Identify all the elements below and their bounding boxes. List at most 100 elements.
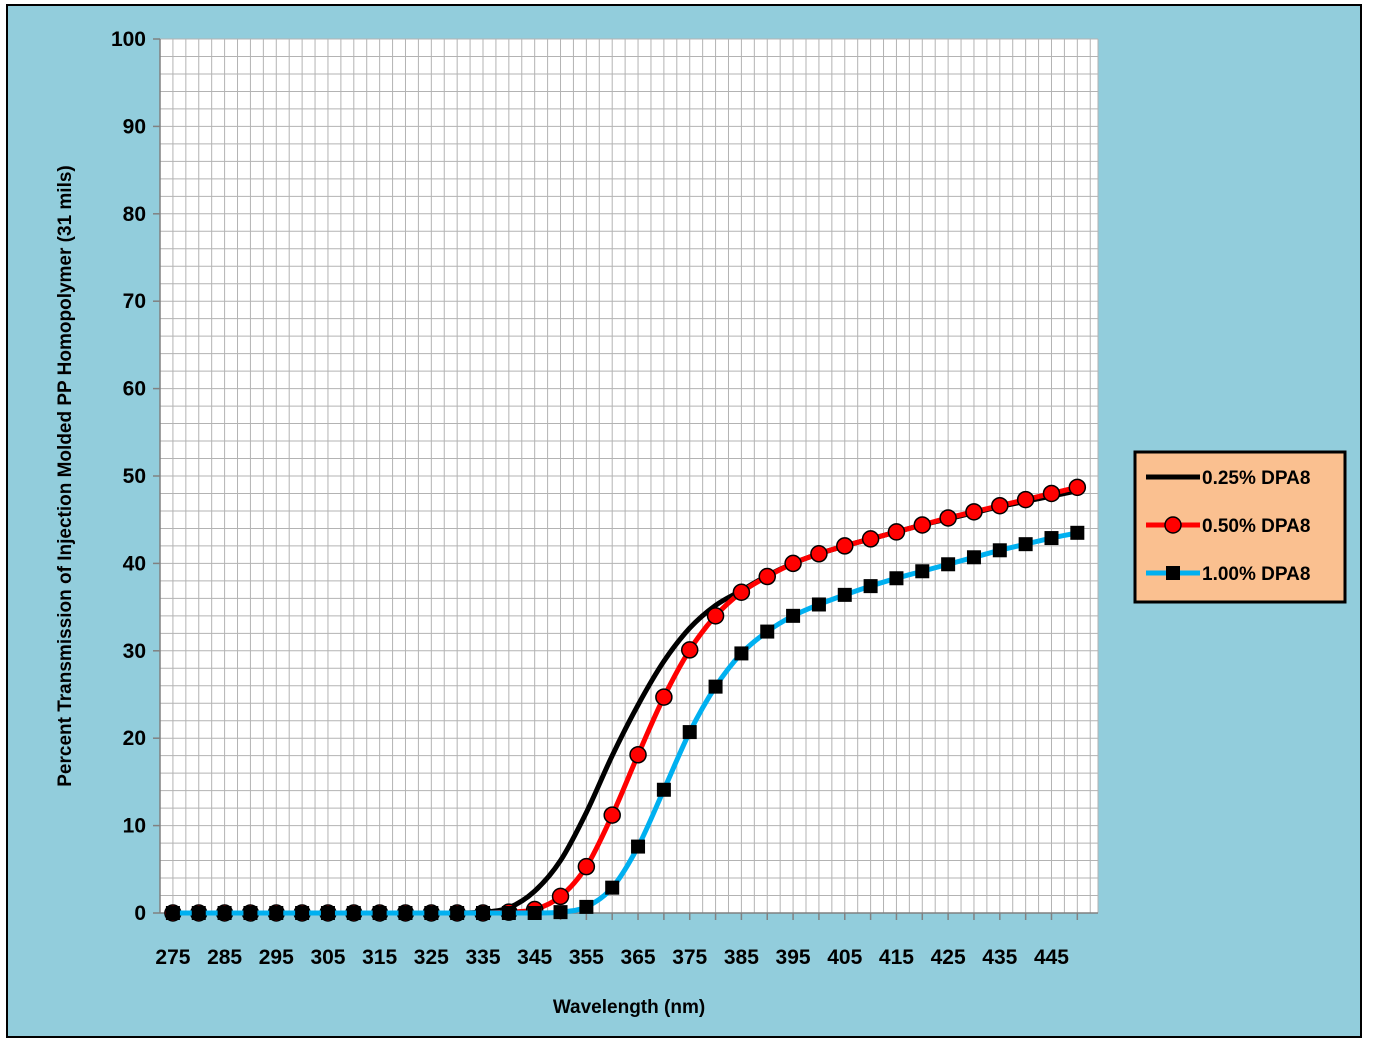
x-tick-label: 425 bbox=[931, 946, 966, 969]
data-point-circle bbox=[551, 887, 570, 906]
data-point-square bbox=[889, 571, 904, 586]
y-tick-label: 70 bbox=[123, 290, 146, 313]
x-tick-label: 395 bbox=[776, 946, 811, 969]
y-tick-labels: 0 10 20 30 40 50 60 70 80 90 100 bbox=[111, 28, 160, 925]
data-point-circle bbox=[680, 641, 699, 659]
data-point-square bbox=[837, 587, 852, 602]
data-point-square bbox=[217, 906, 232, 920]
legend-label: 0.50% DPA8 bbox=[1202, 516, 1310, 537]
data-point-square bbox=[811, 597, 826, 612]
data-point-square bbox=[346, 906, 361, 920]
data-point-square bbox=[320, 906, 335, 920]
data-point-square bbox=[191, 906, 206, 920]
x-tick-label: 445 bbox=[1034, 946, 1069, 969]
x-tick-label: 375 bbox=[672, 946, 707, 969]
x-tick-label: 345 bbox=[517, 946, 552, 969]
data-point-circle bbox=[861, 530, 880, 548]
y-tick-label: 80 bbox=[123, 203, 146, 226]
chart-area: 0 10 20 30 40 50 60 70 80 90 100 275 285 295 305 315 32… bbox=[6, 4, 1362, 1038]
data-point-square bbox=[941, 557, 956, 572]
x-tick-label: 285 bbox=[207, 946, 242, 969]
data-point-circle bbox=[655, 688, 673, 706]
x-tick-label: 315 bbox=[362, 946, 397, 969]
data-point-circle bbox=[1016, 490, 1035, 509]
data-point-square bbox=[1070, 525, 1085, 540]
y-tick-label: 50 bbox=[123, 465, 146, 488]
data-point-square bbox=[1044, 531, 1059, 546]
data-point-square bbox=[915, 564, 930, 579]
x-tick-label: 385 bbox=[724, 946, 759, 969]
data-point-circle bbox=[836, 537, 854, 555]
y-tick-label: 0 bbox=[134, 902, 146, 925]
data-point-circle bbox=[784, 554, 802, 573]
y-axis-title: Percent Transmission of Injection Molded… bbox=[55, 165, 76, 787]
x-tick-label: 365 bbox=[621, 946, 656, 969]
data-point-square bbox=[527, 906, 542, 920]
x-tick-label: 275 bbox=[155, 946, 190, 969]
data-point-circle bbox=[887, 523, 906, 541]
data-point-square bbox=[786, 608, 801, 623]
x-tick-label: 415 bbox=[879, 946, 914, 969]
data-point-circle bbox=[913, 516, 932, 534]
y-tick-label: 10 bbox=[123, 815, 146, 838]
y-tick-label: 20 bbox=[123, 727, 146, 750]
data-point-square bbox=[992, 543, 1007, 558]
data-point-circle bbox=[758, 567, 776, 586]
x-axis-title: Wavelength (nm) bbox=[553, 997, 705, 1018]
data-point-square bbox=[243, 906, 258, 920]
x-tick-labels: 275 285 295 305 315 325 335 345 355 365 375 385 395 4… bbox=[155, 913, 1079, 969]
data-point-square bbox=[165, 906, 180, 920]
line-chart: 0 10 20 30 40 50 60 70 80 90 100 275 285 295 305 315 32… bbox=[55, 28, 1347, 1018]
data-point-square bbox=[476, 906, 491, 920]
y-tick-label: 90 bbox=[123, 115, 146, 138]
data-point-circle bbox=[965, 503, 983, 521]
data-point-square bbox=[398, 906, 413, 920]
data-point-circle bbox=[577, 857, 596, 876]
series-layer bbox=[164, 478, 1087, 922]
data-point-circle bbox=[603, 806, 621, 824]
legend-marker bbox=[1166, 566, 1180, 580]
data-point-square bbox=[579, 899, 594, 914]
data-point-square bbox=[424, 906, 439, 920]
data-point-square bbox=[1018, 537, 1033, 552]
x-tick-label: 435 bbox=[982, 946, 1017, 969]
legend-label: 0.25% DPA8 bbox=[1202, 468, 1310, 489]
series-1-00-dpa8 bbox=[165, 525, 1085, 920]
legend: 0.25% DPA8 0.50% DPA8 1.00% DPA8 bbox=[1133, 450, 1347, 604]
data-point-square bbox=[631, 839, 646, 854]
data-point-square bbox=[708, 679, 723, 694]
data-point-square bbox=[863, 579, 878, 594]
data-point-square bbox=[450, 906, 465, 920]
y-tick-label: 40 bbox=[123, 552, 146, 575]
legend-item: 1.00% DPA8 bbox=[1146, 564, 1310, 585]
x-tick-label: 305 bbox=[310, 946, 345, 969]
data-point-circle bbox=[1042, 484, 1061, 503]
x-tick-label: 335 bbox=[465, 946, 500, 969]
x-tick-label: 405 bbox=[827, 946, 862, 969]
data-point-circle bbox=[732, 583, 751, 601]
y-tick-label: 100 bbox=[111, 28, 146, 51]
data-point-circle bbox=[1068, 478, 1087, 497]
data-point-square bbox=[682, 725, 697, 740]
legend-marker bbox=[1164, 516, 1182, 534]
data-point-circle bbox=[810, 545, 828, 563]
legend-item: 0.50% DPA8 bbox=[1146, 516, 1310, 537]
data-point-square bbox=[501, 906, 516, 920]
data-point-square bbox=[605, 880, 620, 895]
legend-item: 0.25% DPA8 bbox=[1146, 468, 1310, 489]
legend-label: 1.00% DPA8 bbox=[1202, 564, 1310, 585]
x-tick-label: 295 bbox=[259, 946, 294, 969]
data-point-square bbox=[656, 782, 671, 797]
y-tick-label: 60 bbox=[123, 378, 146, 401]
x-tick-label: 325 bbox=[414, 946, 449, 969]
data-point-circle bbox=[706, 607, 725, 625]
data-point-square bbox=[269, 906, 284, 920]
data-point-square bbox=[734, 646, 749, 661]
data-point-square bbox=[295, 906, 310, 920]
data-point-square bbox=[760, 624, 775, 639]
data-point-circle bbox=[629, 746, 647, 764]
data-point-square bbox=[553, 905, 568, 920]
data-point-circle bbox=[991, 496, 1009, 515]
data-point-square bbox=[966, 550, 981, 565]
data-point-square bbox=[372, 906, 387, 920]
